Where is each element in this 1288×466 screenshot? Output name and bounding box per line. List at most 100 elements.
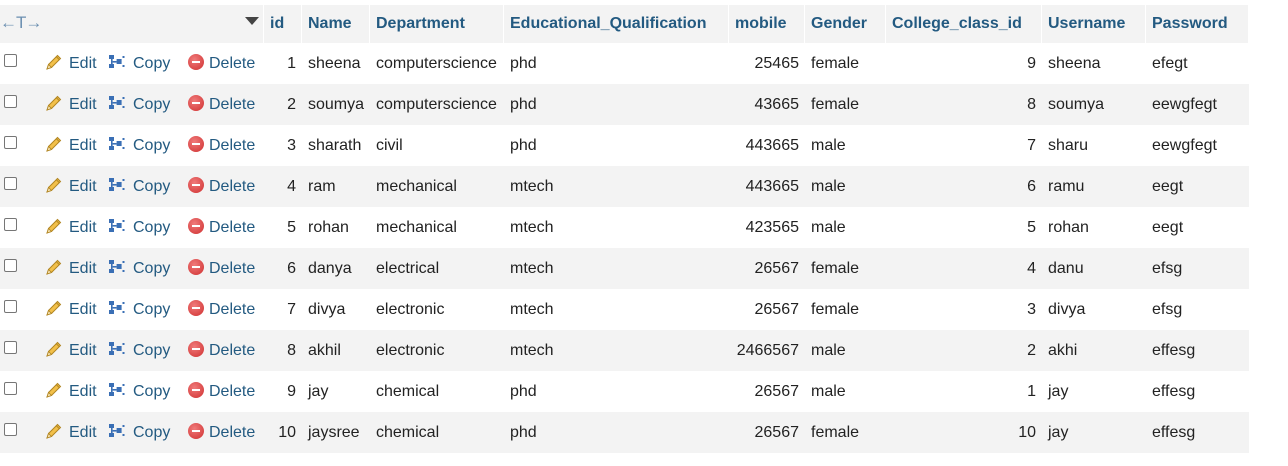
cell-gender: female <box>805 43 886 84</box>
delete-link[interactable]: Delete <box>188 422 256 441</box>
column-header-id[interactable]: id <box>264 5 302 43</box>
cell-gender: female <box>805 289 886 330</box>
cell-educational-qualification: phd <box>504 125 729 166</box>
delete-icon <box>188 422 204 439</box>
edit-link[interactable]: Edit <box>44 178 97 195</box>
row-checkbox[interactable] <box>4 94 17 108</box>
row-checkbox[interactable] <box>4 422 17 436</box>
delete-cell: Delete <box>182 248 264 289</box>
row-checkbox[interactable] <box>4 299 17 313</box>
cell-id: 6 <box>264 248 302 289</box>
delete-link[interactable]: Delete <box>188 94 255 113</box>
delete-link[interactable]: Delete <box>188 217 255 236</box>
copy-link[interactable]: Copy <box>108 383 170 400</box>
cell-department: electronic <box>370 330 504 371</box>
cell-mobile: 443665 <box>729 166 805 207</box>
copy-link[interactable]: Copy <box>108 219 170 236</box>
cell-username: sharu <box>1042 125 1146 166</box>
delete-link[interactable]: Delete <box>188 176 255 195</box>
copy-link[interactable]: Copy <box>108 260 170 277</box>
cell-password: eewgfegt <box>1146 84 1249 125</box>
column-header-college-class-id[interactable]: College_class_id <box>886 5 1042 43</box>
edit-link[interactable]: Edit <box>44 96 97 113</box>
cell-college-class-id: 7 <box>886 125 1042 166</box>
row-checkbox[interactable] <box>4 340 17 354</box>
cell-educational-qualification: mtech <box>504 166 729 207</box>
column-header-password[interactable]: Password <box>1146 5 1249 43</box>
copy-label: Copy <box>133 54 171 72</box>
edit-link[interactable]: Edit <box>44 342 97 359</box>
cell-mobile: 2466567 <box>729 330 805 371</box>
options-header: ←T→ <box>0 5 264 43</box>
delete-link[interactable]: Delete <box>188 53 255 72</box>
cell-password: effesg <box>1146 371 1249 412</box>
copy-icon <box>109 54 125 68</box>
column-header-mobile[interactable]: mobile <box>729 5 805 43</box>
delete-link[interactable]: Delete <box>188 381 255 400</box>
delete-link[interactable]: Delete <box>188 299 255 318</box>
row-checkbox[interactable] <box>4 217 17 231</box>
cell-gender: male <box>805 371 886 412</box>
edit-link[interactable]: Edit <box>44 137 97 154</box>
column-header-department[interactable]: Department <box>370 5 504 43</box>
copy-label: Copy <box>133 341 171 359</box>
table-row: Edit Copy Delete 7 divya e <box>0 289 1249 330</box>
copy-label: Copy <box>133 300 171 318</box>
row-checkbox[interactable] <box>4 381 17 395</box>
cell-mobile: 423565 <box>729 207 805 248</box>
column-header-educational-qualification[interactable]: Educational_Qualification <box>504 5 729 43</box>
delete-link[interactable]: Delete <box>188 135 255 154</box>
row-checkbox[interactable] <box>4 258 17 272</box>
cell-id: 1 <box>264 43 302 84</box>
copy-icon <box>109 136 125 150</box>
row-select-cell <box>0 330 38 371</box>
edit-label: Edit <box>69 177 97 195</box>
column-header-gender[interactable]: Gender <box>805 5 886 43</box>
copy-link[interactable]: Copy <box>108 342 170 359</box>
copy-icon <box>109 259 125 273</box>
row-checkbox[interactable] <box>4 135 17 149</box>
column-nav-arrows[interactable]: ←T→ <box>0 13 42 32</box>
row-checkbox[interactable] <box>4 176 17 190</box>
cell-username: akhi <box>1042 330 1146 371</box>
pencil-icon <box>46 95 62 111</box>
row-select-cell <box>0 207 38 248</box>
table-row: Edit Copy Delete 3 sharath <box>0 125 1249 166</box>
cell-gender: female <box>805 248 886 289</box>
copy-link[interactable]: Copy <box>108 301 170 318</box>
column-header-username[interactable]: Username <box>1042 5 1146 43</box>
cell-college-class-id: 3 <box>886 289 1042 330</box>
row-checkbox[interactable] <box>4 53 17 67</box>
delete-link[interactable]: Delete <box>188 258 255 277</box>
edit-link[interactable]: Edit <box>44 301 97 318</box>
header-row: ←T→ id Name Department Educational_Quali… <box>0 5 1249 43</box>
pencil-icon <box>46 259 62 275</box>
copy-cell: Copy <box>102 248 182 289</box>
delete-cell: Delete <box>182 166 264 207</box>
copy-link[interactable]: Copy <box>108 96 170 113</box>
edit-link[interactable]: Edit <box>44 383 97 400</box>
edit-label: Edit <box>69 95 97 113</box>
copy-link[interactable]: Copy <box>108 137 170 154</box>
cell-id: 4 <box>264 166 302 207</box>
edit-link[interactable]: Edit <box>44 424 97 441</box>
copy-link[interactable]: Copy <box>108 55 170 72</box>
edit-link[interactable]: Edit <box>44 219 97 236</box>
delete-icon <box>188 299 204 316</box>
sort-dropdown-icon[interactable] <box>245 17 259 25</box>
delete-link[interactable]: Delete <box>188 340 255 359</box>
row-select-cell <box>0 125 38 166</box>
delete-label: Delete <box>209 423 256 441</box>
column-header-name[interactable]: Name <box>302 5 370 43</box>
edit-link[interactable]: Edit <box>44 260 97 277</box>
cell-mobile: 26567 <box>729 289 805 330</box>
delete-cell: Delete <box>182 43 264 84</box>
cell-mobile: 43665 <box>729 84 805 125</box>
cell-id: 5 <box>264 207 302 248</box>
copy-link[interactable]: Copy <box>108 424 170 441</box>
cell-name: divya <box>302 289 370 330</box>
cell-id: 2 <box>264 84 302 125</box>
copy-link[interactable]: Copy <box>108 178 170 195</box>
edit-link[interactable]: Edit <box>44 55 97 72</box>
copy-cell: Copy <box>102 125 182 166</box>
